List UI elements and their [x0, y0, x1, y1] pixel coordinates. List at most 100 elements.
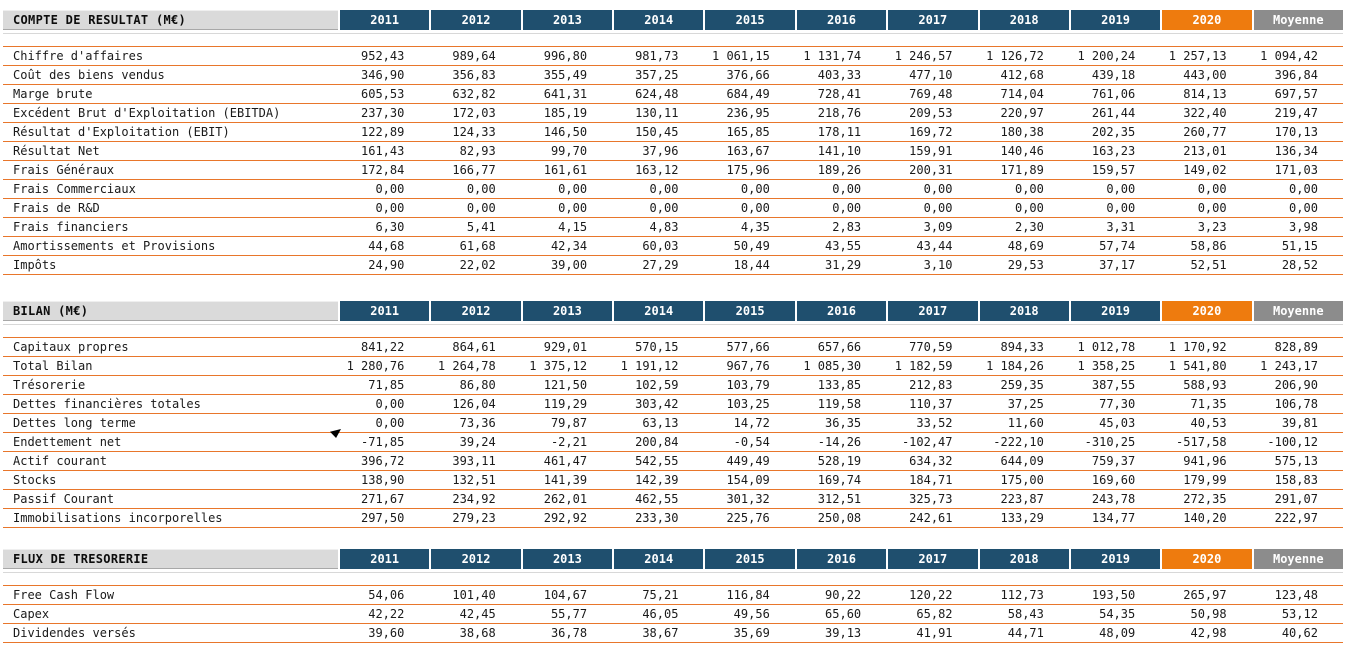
value-cell[interactable]: 346,90 [361, 68, 405, 82]
value-cell[interactable]: 40,53 [1190, 416, 1227, 430]
value-cell[interactable]: 133,85 [817, 378, 862, 392]
value-cell[interactable]: 325,73 [909, 492, 953, 506]
value-cell[interactable]: 575,13 [1274, 454, 1318, 468]
value-cell[interactable]: 123,48 [1274, 588, 1318, 602]
value-cell[interactable]: 71,85 [368, 378, 405, 392]
value-cell[interactable]: 86,80 [459, 378, 496, 392]
value-cell[interactable]: 634,32 [909, 454, 953, 468]
value-cell[interactable]: 218,76 [817, 106, 862, 120]
value-cell[interactable]: 237,30 [361, 106, 405, 120]
column-header-2016[interactable]: 2016 [796, 549, 887, 569]
value-cell[interactable]: 101,40 [452, 588, 496, 602]
value-cell[interactable]: 42,98 [1190, 626, 1227, 640]
value-cell[interactable]: 0,00 [923, 201, 953, 215]
value-cell[interactable]: 396,84 [1274, 68, 1318, 82]
value-cell[interactable]: 449,49 [726, 454, 770, 468]
value-cell[interactable]: 50,98 [1190, 607, 1227, 621]
value-cell[interactable]: 443,00 [1183, 68, 1227, 82]
value-cell[interactable]: 588,93 [1183, 378, 1227, 392]
value-cell[interactable]: 356,83 [452, 68, 496, 82]
value-cell[interactable]: 172,03 [452, 106, 496, 120]
value-cell[interactable]: 1 375,12 [529, 359, 588, 373]
value-cell[interactable]: 43,55 [825, 239, 862, 253]
value-cell[interactable]: 0,00 [375, 182, 405, 196]
value-cell[interactable]: 42,22 [368, 607, 405, 621]
value-cell[interactable]: 39,81 [1281, 416, 1318, 430]
column-header-2014[interactable]: 2014 [614, 301, 704, 321]
value-cell[interactable]: 38,68 [459, 626, 496, 640]
value-cell[interactable]: 136,34 [1274, 144, 1318, 158]
value-cell[interactable]: 31,29 [825, 258, 862, 272]
value-cell[interactable]: 130,11 [635, 106, 679, 120]
value-cell[interactable]: 170,13 [1274, 125, 1318, 139]
value-cell[interactable]: 393,11 [452, 454, 496, 468]
value-cell[interactable]: 11,60 [1007, 416, 1044, 430]
value-cell[interactable]: 262,01 [543, 492, 588, 506]
value-cell[interactable]: 50,49 [733, 239, 770, 253]
value-cell[interactable]: 110,37 [909, 397, 953, 411]
value-cell[interactable]: 82,93 [459, 144, 496, 158]
value-cell[interactable]: 0,00 [1106, 201, 1136, 215]
value-cell[interactable]: 22,02 [459, 258, 496, 272]
value-cell[interactable]: 0,00 [649, 182, 679, 196]
column-header-2014[interactable]: 2014 [614, 549, 704, 569]
value-cell[interactable]: 212,83 [909, 378, 953, 392]
value-cell[interactable]: 1 170,92 [1168, 340, 1227, 354]
value-cell[interactable]: 243,78 [1091, 492, 1136, 506]
value-cell[interactable]: 54,35 [1099, 607, 1136, 621]
value-cell[interactable]: 396,72 [361, 454, 405, 468]
row-label-cell[interactable]: Passif Courant [13, 492, 115, 506]
row-label-cell[interactable]: Total Bilan [13, 359, 93, 373]
value-cell[interactable]: 29,53 [1007, 258, 1044, 272]
value-cell[interactable]: 14,72 [733, 416, 770, 430]
section-title-cash-flow[interactable]: FLUX DE TRESORERIE [3, 549, 338, 569]
value-cell[interactable]: 172,84 [361, 163, 405, 177]
value-cell[interactable]: 981,73 [635, 49, 679, 63]
value-cell[interactable]: 44,71 [1007, 626, 1044, 640]
value-cell[interactable]: 163,23 [1091, 144, 1136, 158]
value-cell[interactable]: 261,44 [1091, 106, 1136, 120]
value-cell[interactable]: 828,89 [1274, 340, 1318, 354]
column-header-2011[interactable]: 2011 [340, 549, 430, 569]
value-cell[interactable]: 40,62 [1281, 626, 1318, 640]
value-cell[interactable]: 3,09 [923, 220, 953, 234]
value-cell[interactable]: 0,00 [375, 416, 405, 430]
value-cell[interactable]: 146,50 [543, 125, 588, 139]
value-cell[interactable]: 65,60 [825, 607, 862, 621]
value-cell[interactable]: 39,00 [550, 258, 588, 272]
value-cell[interactable]: 24,90 [368, 258, 405, 272]
value-cell[interactable]: 79,87 [550, 416, 588, 430]
value-cell[interactable]: 121,50 [543, 378, 588, 392]
value-cell[interactable]: 36,35 [825, 416, 862, 430]
value-cell[interactable]: 43,44 [916, 239, 953, 253]
value-cell[interactable]: 714,04 [1000, 87, 1044, 101]
value-cell[interactable]: 36,78 [550, 626, 588, 640]
value-cell[interactable]: 161,43 [361, 144, 405, 158]
value-cell[interactable]: -0,54 [733, 435, 770, 449]
value-cell[interactable]: 58,43 [1007, 607, 1044, 621]
value-cell[interactable]: 952,43 [361, 49, 405, 63]
value-cell[interactable]: 141,10 [817, 144, 862, 158]
value-cell[interactable]: 133,29 [1000, 511, 1044, 525]
value-cell[interactable]: 0,00 [466, 182, 496, 196]
row-label-cell[interactable]: Stocks [13, 473, 57, 487]
value-cell[interactable]: 142,39 [635, 473, 679, 487]
row-label-cell[interactable]: Excédent Brut d'Exploitation (EBITDA) [13, 106, 281, 120]
value-cell[interactable]: 0,00 [832, 201, 862, 215]
value-cell[interactable]: 171,89 [1000, 163, 1044, 177]
value-cell[interactable]: 272,35 [1183, 492, 1227, 506]
column-header-2013[interactable]: 2013 [522, 549, 613, 569]
value-cell[interactable]: 42,45 [459, 607, 496, 621]
value-cell[interactable]: 57,74 [1099, 239, 1136, 253]
value-cell[interactable]: 3,23 [1197, 220, 1227, 234]
value-cell[interactable]: 292,92 [543, 511, 588, 525]
value-cell[interactable]: 141,39 [543, 473, 588, 487]
value-cell[interactable]: 166,77 [452, 163, 496, 177]
value-cell[interactable]: 112,73 [1000, 588, 1044, 602]
value-cell[interactable]: 1 094,42 [1260, 49, 1318, 63]
column-header-2018[interactable]: 2018 [979, 301, 1069, 321]
value-cell[interactable]: 46,05 [642, 607, 679, 621]
value-cell[interactable]: 42,34 [550, 239, 588, 253]
value-cell[interactable]: 644,09 [1000, 454, 1044, 468]
value-cell[interactable]: 1 061,15 [712, 49, 770, 63]
